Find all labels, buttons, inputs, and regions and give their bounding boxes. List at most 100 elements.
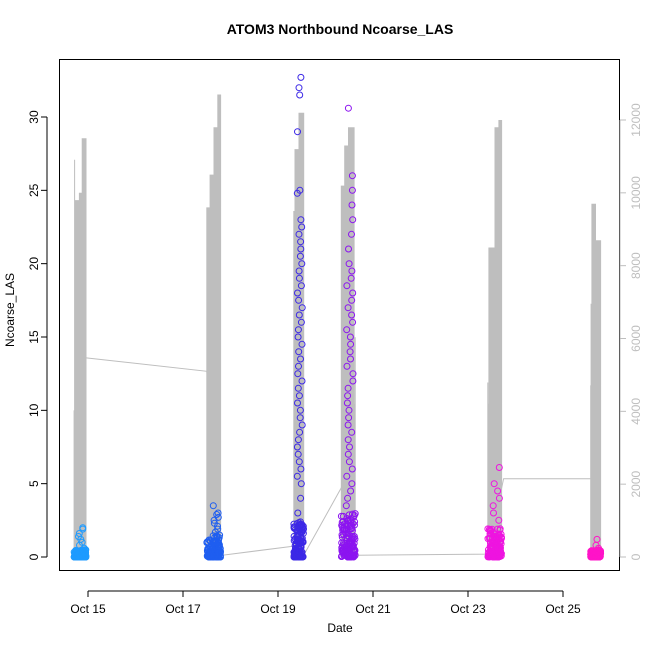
data-point — [297, 480, 305, 488]
y2-tick-label: 10000 — [629, 176, 643, 210]
data-point — [490, 509, 497, 517]
data-point — [75, 530, 83, 537]
data-point — [294, 436, 302, 444]
data-point — [494, 487, 502, 495]
data-point — [344, 421, 352, 429]
data-point — [487, 548, 495, 556]
data-point — [346, 333, 354, 341]
data-point — [294, 399, 301, 407]
x-tick-label: Oct 25 — [545, 602, 581, 616]
data-point — [293, 443, 301, 451]
data-point — [296, 186, 304, 194]
line-connector — [76, 356, 591, 556]
data-point — [295, 274, 303, 282]
data-point — [298, 552, 306, 560]
data-point — [211, 550, 219, 558]
data-point — [345, 245, 352, 253]
data-point — [343, 472, 351, 480]
data-point — [298, 340, 306, 348]
data-point — [79, 524, 87, 532]
data-point — [348, 186, 356, 194]
data-point — [338, 539, 346, 547]
data-point — [295, 348, 303, 356]
data-point — [213, 511, 221, 518]
data-point — [294, 128, 301, 136]
data-point — [75, 533, 82, 540]
data-point — [294, 370, 302, 378]
data-point — [209, 502, 217, 510]
data-point — [349, 289, 357, 297]
data-point — [594, 553, 602, 561]
data-point — [295, 458, 303, 466]
data-point — [212, 537, 220, 545]
x-axis-label: Date — [327, 621, 353, 635]
data-point — [294, 553, 301, 560]
data-point — [344, 494, 352, 502]
data-point — [348, 201, 356, 209]
data-point — [337, 512, 345, 520]
data-point — [348, 311, 356, 319]
data-point — [343, 362, 351, 370]
data-point — [295, 84, 303, 92]
data-point — [347, 355, 354, 363]
data-point — [294, 450, 302, 458]
y-tick-label: 5 — [27, 480, 41, 487]
data-point — [70, 548, 78, 556]
data-point — [294, 509, 302, 517]
data-point — [344, 517, 352, 525]
line-spike-group — [590, 203, 602, 557]
data-point — [297, 542, 305, 549]
data-point — [348, 296, 356, 304]
data-point — [495, 494, 503, 502]
data-point — [348, 428, 356, 436]
data-point — [351, 521, 358, 529]
data-point — [297, 534, 305, 542]
x-tick-label: Oct 19 — [260, 602, 296, 616]
data-point — [344, 450, 352, 458]
data-point — [214, 509, 222, 517]
data-point — [343, 399, 351, 407]
data-point — [298, 260, 306, 268]
data-point — [293, 526, 301, 534]
data-point — [344, 436, 352, 444]
data-point — [344, 104, 352, 112]
data-point — [349, 377, 357, 385]
data-point — [297, 245, 305, 253]
data-point — [347, 487, 355, 495]
data-point — [298, 377, 306, 385]
data-point — [296, 91, 304, 99]
scatter-points — [70, 73, 605, 561]
data-point — [344, 384, 352, 392]
data-point — [495, 464, 503, 471]
y2-axis: 0 2000 4000 6000 8000 10000 12000 — [619, 103, 643, 560]
line-series — [73, 94, 602, 557]
data-point — [348, 532, 356, 540]
data-point — [297, 238, 305, 246]
data-point — [345, 260, 353, 268]
x-tick-label: Oct 17 — [165, 602, 201, 616]
data-point — [213, 541, 221, 549]
data-point — [209, 532, 217, 540]
y2-tick-label: 12000 — [629, 103, 643, 137]
y-axis: 0 5 10 15 20 25 30 — [27, 110, 48, 560]
data-point — [348, 267, 356, 275]
data-point — [297, 73, 305, 81]
data-point — [348, 535, 356, 543]
data-point — [341, 551, 349, 559]
x-tick-label: Oct 23 — [450, 602, 486, 616]
y-tick-label: 0 — [27, 553, 41, 560]
data-point — [348, 480, 356, 488]
data-point — [72, 553, 80, 561]
data-point — [489, 528, 497, 536]
y-tick-label: 30 — [27, 110, 41, 124]
line-spike-group — [487, 120, 503, 557]
line-spike-group — [293, 112, 305, 557]
data-point — [295, 230, 303, 238]
data-point — [348, 230, 355, 238]
data-point — [343, 326, 351, 334]
data-point — [296, 406, 304, 414]
x-tick-label: Oct 21 — [355, 602, 391, 616]
data-point — [295, 296, 303, 304]
data-point — [342, 502, 350, 510]
